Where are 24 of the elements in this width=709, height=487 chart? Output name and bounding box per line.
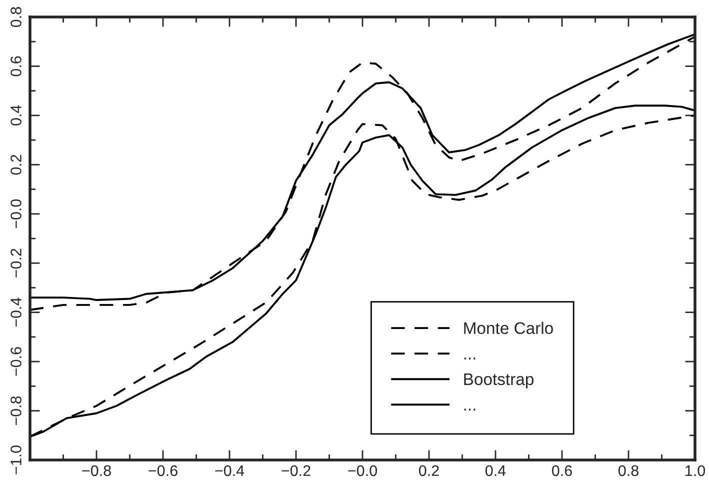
legend-label: Bootstrap (464, 373, 534, 388)
y-tick-label: 0.8 (10, 7, 22, 28)
x-tick-label: 0.4 (485, 465, 506, 476)
x-tick-label: −0.6 (148, 465, 178, 476)
y-tick-label: 0.2 (10, 154, 22, 175)
legend-label: Monte Carlo (464, 322, 553, 334)
y-tick-label: −1.0 (10, 446, 22, 474)
x-tick-label: −0.2 (282, 465, 310, 476)
x-tick-label: −0.0 (348, 465, 377, 476)
x-tick-label: 0.2 (418, 465, 439, 476)
legend-label: ... (464, 408, 476, 410)
y-tick-label: −0.0 (10, 199, 22, 228)
x-tick-label: 0.8 (618, 465, 638, 476)
x-tick-label: 1.0 (686, 465, 706, 476)
y-tick-label: −0.2 (10, 248, 22, 278)
y-tick-label: −0.6 (10, 347, 22, 376)
x-tick-label: 0.6 (552, 465, 572, 476)
x-tick-label: −0.8 (82, 465, 111, 476)
y-tick-label: −0.4 (10, 298, 22, 327)
y-tick-label: 0.4 (10, 105, 22, 126)
x-tick-label: −0.4 (215, 465, 244, 476)
y-tick-label: 0.6 (10, 56, 22, 76)
legend-label: ... (464, 358, 476, 360)
y-tick-label: −0.8 (10, 396, 22, 426)
